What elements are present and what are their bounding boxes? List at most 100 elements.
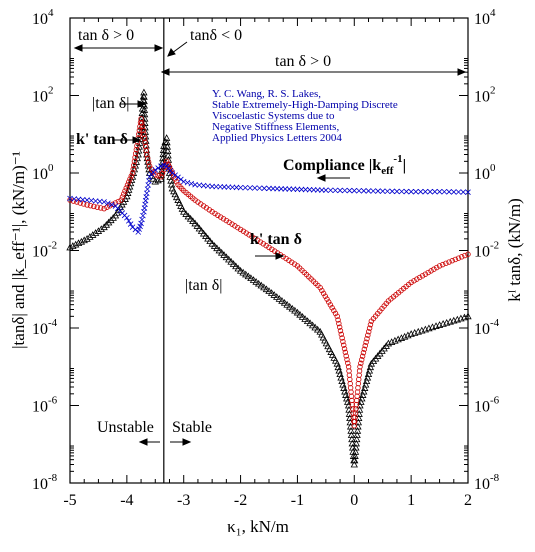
k-tan-delta-point (159, 170, 166, 177)
compliance-point (256, 185, 263, 191)
k-tan-delta-point (101, 205, 107, 212)
compliance-point (351, 187, 358, 194)
tan-delta-point (352, 439, 360, 447)
k-tan-delta-point (98, 205, 104, 211)
k-tan-delta-point (132, 154, 138, 161)
k-tan-delta-point (329, 305, 335, 311)
y-tick-label: 10-4 (32, 317, 58, 338)
y-tick-label: 100 (474, 162, 496, 183)
k-tan-delta-point (142, 139, 148, 146)
tan-delta-point (184, 212, 192, 220)
compliance-point (310, 187, 317, 193)
tan-delta-point (217, 248, 226, 256)
tan-delta-point (234, 264, 242, 272)
k-tan-delta-point (209, 209, 215, 215)
tan-delta-point (154, 176, 162, 184)
region-right-label: tan δ > 0 (275, 53, 331, 70)
k-tan-delta-point (319, 287, 325, 294)
compliance-point (266, 185, 272, 192)
k-tan-delta-point (455, 255, 462, 261)
k-tan-delta-point (139, 123, 146, 130)
tan-delta-point (182, 210, 190, 217)
k-tan-delta-point (229, 221, 235, 227)
k-tan-delta-point (266, 244, 272, 251)
tan-delta-point (134, 150, 142, 158)
k-tan-delta-point (172, 176, 178, 182)
compliance-point (319, 187, 325, 193)
tan-delta-point (278, 296, 286, 304)
compliance-point (332, 187, 339, 194)
tan-delta-point (159, 146, 168, 153)
compliance-point (384, 188, 391, 195)
k-tan-delta-point (327, 302, 334, 308)
tan-delta-point (293, 308, 302, 316)
tan-delta-point (204, 234, 212, 242)
k-tan-delta-point (123, 185, 129, 191)
k-tan-delta-point (87, 202, 94, 209)
compliance-point (278, 186, 284, 192)
y-tick-label: 102 (474, 85, 496, 106)
k-tan-delta-point (367, 321, 374, 328)
tan-delta-point (358, 394, 366, 402)
tan-delta-point (89, 231, 97, 238)
k-tan-delta-point (136, 131, 142, 137)
k-tan-delta-point (419, 273, 426, 279)
k-tan-delta-point (360, 350, 367, 356)
compliance-point (188, 180, 195, 187)
compliance-point (327, 187, 334, 194)
compliance-point (356, 187, 362, 194)
tan-delta-point (109, 214, 117, 221)
compliance-point (105, 200, 111, 207)
k-tan-delta-point (291, 261, 298, 267)
tan-delta-point (104, 218, 113, 226)
k-tan-delta-point (283, 255, 289, 262)
region-mid-label: tanδ < 0 (190, 27, 242, 44)
tan-delta-point (387, 338, 396, 345)
k-tan-delta-point (324, 296, 330, 302)
compliance-point (346, 187, 353, 194)
tan-delta-point (193, 222, 201, 229)
k-tan-delta-point (145, 155, 151, 162)
k-tan-delta-point (465, 251, 471, 257)
k-tan-delta-point (240, 228, 247, 234)
y-tick-label: 104 (32, 7, 54, 28)
tan-delta-point (350, 460, 358, 468)
k-tan-delta-point (436, 263, 443, 269)
compliance-point (465, 189, 471, 195)
k-tan-delta-point (332, 310, 339, 317)
k-tan-delta-point (165, 161, 171, 167)
k-tan-delta-point (138, 116, 144, 122)
x-axis-title: κ₁, kN/m (227, 517, 289, 536)
tan-delta-point (195, 224, 204, 232)
k-tan-delta-point (169, 170, 176, 176)
y-axis-title-right: kᴵ tanδ, (kN/m) (505, 198, 524, 301)
k-tan-delta-point (257, 239, 264, 245)
x-tick-label: 2 (464, 492, 472, 509)
compliance-point (413, 188, 419, 195)
k-tan-delta-point (142, 143, 149, 150)
k-tan-delta-point (246, 232, 252, 238)
k-tan-delta-point (366, 328, 372, 335)
k-tan-delta-point (357, 364, 363, 370)
compliance-point (161, 162, 167, 168)
y-tick-label: 10-8 (474, 472, 500, 493)
compliance-point (125, 218, 132, 224)
k-tan-delta-point (134, 143, 140, 149)
compliance-point (360, 188, 367, 194)
compliance-point (290, 186, 297, 192)
y-tick-label: 10-2 (32, 240, 57, 261)
k-tan-delta-point (140, 127, 146, 134)
tan-delta-point (352, 443, 360, 451)
tan-delta-point (254, 279, 263, 287)
k-tan-delta-point (220, 216, 227, 222)
tan-delta-point (306, 319, 314, 327)
citation-line: Stable Extremely-High-Damping Discrete (212, 99, 398, 111)
tan-delta-point (400, 332, 409, 340)
compliance-point (127, 221, 134, 227)
k-tan-delta-point (163, 158, 170, 165)
tan-delta-point (262, 285, 271, 293)
tan-delta-point (208, 239, 216, 247)
tan-delta-point (135, 142, 143, 150)
tan-delta-point (206, 237, 214, 245)
abs-tan-lower-label: |tan δ| (185, 277, 223, 294)
